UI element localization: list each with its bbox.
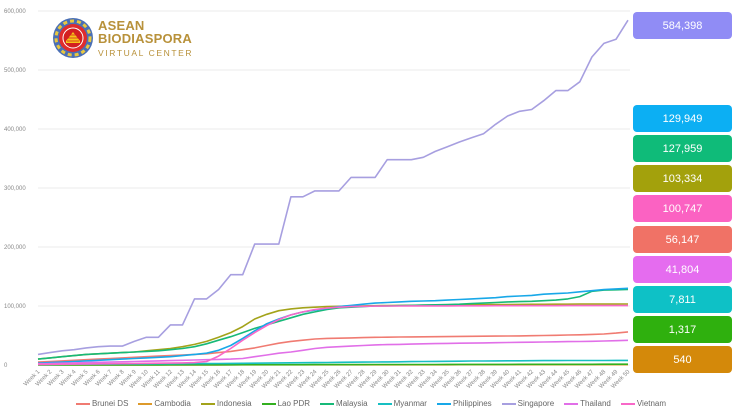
series-line-lao-pdr [38, 363, 628, 366]
final-value-badge-vietnam: 100,747 [633, 195, 732, 222]
final-value-badge-lao-pdr: 1,317 [633, 316, 732, 343]
legend-item[interactable]: Brunei DS [75, 399, 129, 408]
legend-item[interactable]: Indonesia [200, 399, 252, 408]
y-tick-label: 0 [4, 363, 8, 369]
y-tick-label: 400,000 [4, 127, 26, 133]
legend-swatch [620, 402, 635, 405]
legend-label: Lao PDR [277, 399, 311, 408]
series-line-brunei-ds [37, 331, 629, 363]
legend-label: Philippines [452, 399, 492, 408]
final-value-badge-philippines: 129,949 [633, 105, 732, 132]
y-tick-label: 100,000 [4, 304, 26, 310]
chart-legend: Brunei DS Cambodia Indonesia Lao PDR Malaysi… [0, 399, 742, 408]
series-line-thailand [37, 339, 629, 365]
final-value-badge-brunei-ds: 56,147 [633, 226, 732, 253]
legend-item[interactable]: Cambodia [138, 399, 191, 408]
final-value-badge-singapore: 584,398 [633, 12, 732, 39]
legend-label: Indonesia [216, 399, 252, 408]
legend-item[interactable]: Myanmar [377, 399, 427, 408]
asean-biodiaspora-logo: ASEAN BIODIASPORA VIRTUAL CENTER [52, 17, 202, 61]
legend-label: Thailand [580, 399, 611, 408]
legend-item[interactable]: Singapore [501, 399, 555, 408]
legend-label: Myanmar [393, 399, 427, 408]
legend-swatch [200, 402, 215, 405]
legend-label: Vietnam [636, 399, 667, 408]
final-value-badge-malaysia: 127,959 [633, 135, 732, 162]
final-value-badges: 584,398 129,949 127,959 103,334 100,747 56,14… [633, 0, 733, 414]
series-line-singapore [37, 19, 629, 356]
logo-line-1: ASEAN [98, 18, 145, 33]
legend-label: Brunei DS [91, 399, 129, 408]
final-value-badge-myanmar: 7,811 [633, 286, 732, 313]
series-line-indonesia [37, 303, 629, 360]
legend-label: Singapore [517, 399, 555, 408]
legend-item[interactable]: Philippines [436, 399, 492, 408]
logo-line-2: BIODIASPORA [98, 31, 192, 46]
legend-swatch [75, 402, 90, 405]
legend-swatch [501, 402, 516, 405]
y-tick-label: 300,000 [4, 186, 26, 192]
legend-swatch [320, 402, 335, 405]
legend-swatch [138, 402, 153, 405]
final-value-badge-indonesia: 103,334 [633, 165, 732, 192]
legend-swatch [564, 402, 579, 405]
final-value-badge-thailand: 41,804 [633, 256, 732, 283]
legend-swatch [377, 402, 392, 405]
series-line-malaysia [37, 288, 629, 360]
y-tick-label: 600,000 [4, 9, 26, 15]
y-tick-label: 200,000 [4, 245, 26, 251]
y-tick-label: 500,000 [4, 68, 26, 74]
series-line-vietnam [37, 304, 628, 366]
final-value-badge-cambodia: 540 [633, 346, 732, 373]
asean-emblem-icon [53, 18, 93, 58]
legend-label: Malaysia [336, 399, 368, 408]
legend-swatch [261, 402, 276, 405]
legend-item[interactable]: Thailand [564, 399, 611, 408]
legend-item[interactable]: Lao PDR [261, 399, 311, 408]
legend-item[interactable]: Vietnam [620, 399, 667, 408]
logo-line-3: VIRTUAL CENTER [98, 48, 194, 58]
legend-label: Cambodia [154, 399, 191, 408]
legend-item[interactable]: Malaysia [320, 399, 368, 408]
legend-swatch [436, 402, 451, 405]
